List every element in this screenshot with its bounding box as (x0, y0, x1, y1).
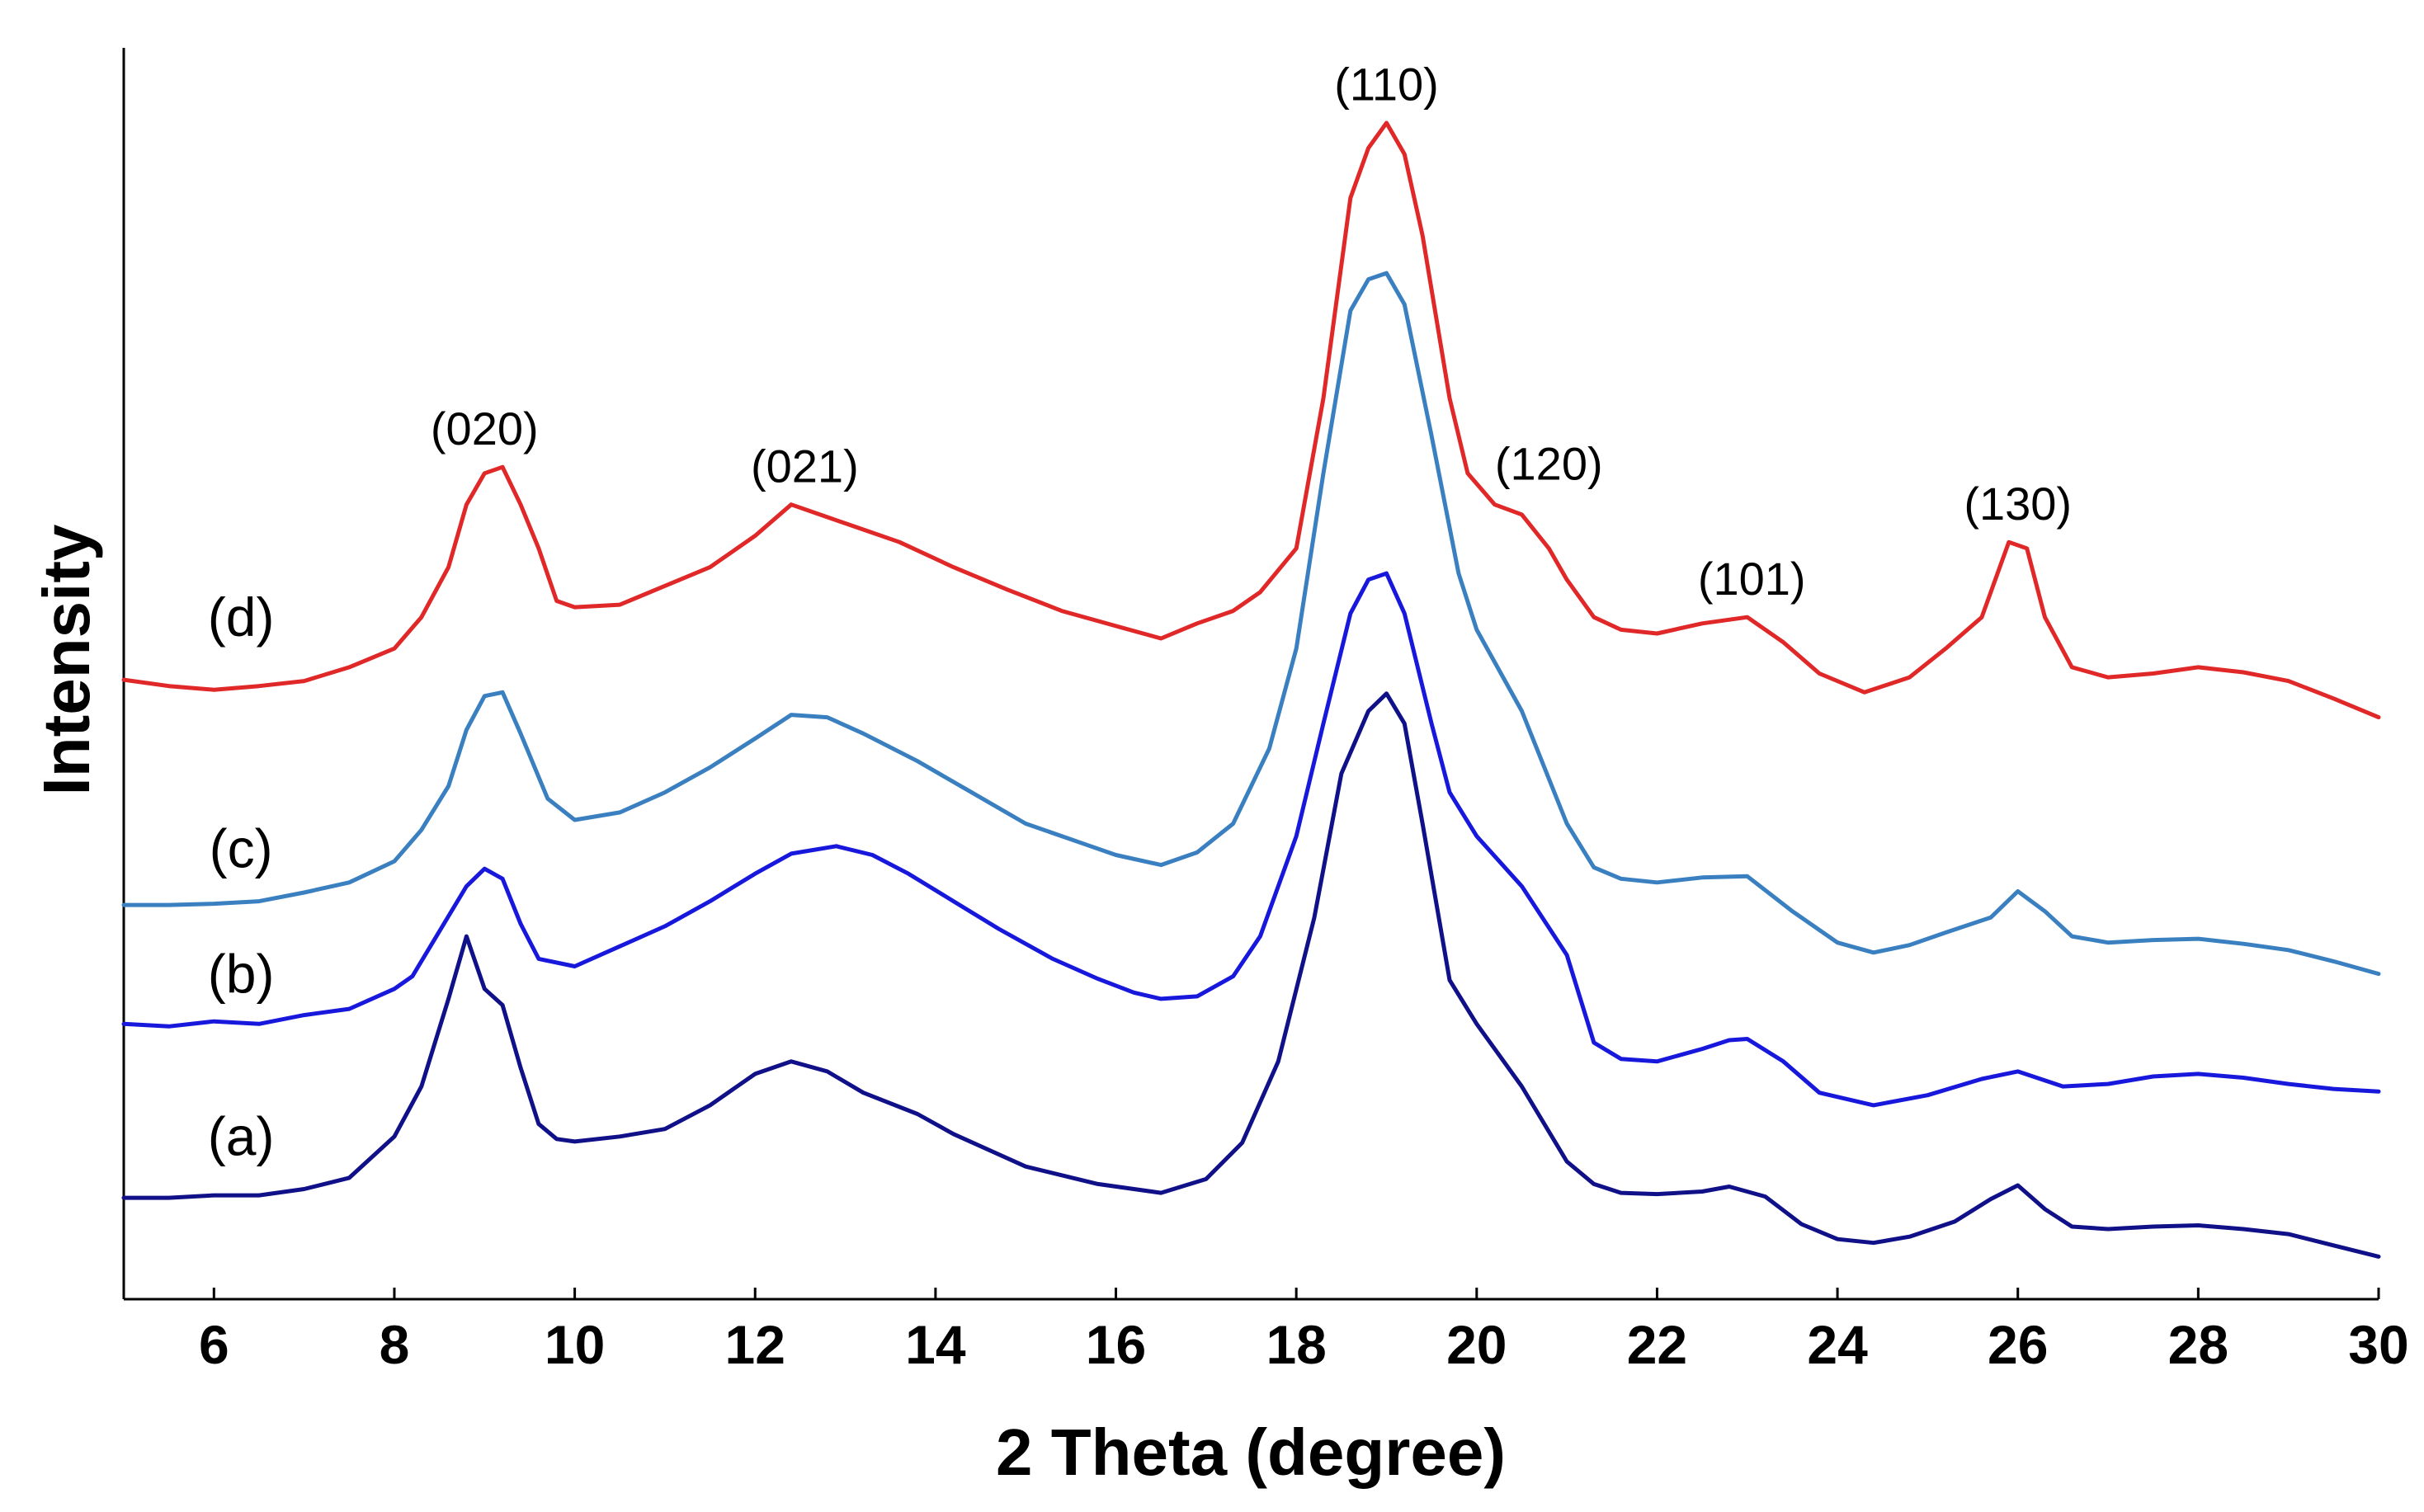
series-group (121, 120, 2381, 1259)
x-tick-label: 22 (1627, 1314, 1687, 1375)
plot-area: 6 8 10 12 14 16 18 20 22 24 26 28 30 (a) (b) (c) (d) (0… (121, 48, 2409, 1375)
series-line (121, 571, 2381, 1108)
x-axis-title: 2 Theta (degree) (996, 1415, 1506, 1489)
series-line (121, 271, 2381, 977)
series-line (121, 691, 2381, 1259)
x-tick-label: 8 (380, 1314, 410, 1375)
peak-labels: (020) (021) (110) (120) (101) (130) (431, 59, 2072, 605)
x-tick-label: 28 (2168, 1314, 2228, 1375)
peak-label: (110) (1334, 59, 1439, 111)
x-tick-label: 24 (1807, 1314, 1868, 1375)
series-label: (c) (210, 818, 273, 879)
x-tick-label: 20 (1446, 1314, 1507, 1375)
peak-label: (021) (751, 440, 859, 492)
series-label: (a) (208, 1106, 275, 1167)
x-tick-label: 10 (545, 1314, 605, 1375)
series-label: (b) (208, 943, 275, 1004)
series-line (121, 120, 2381, 720)
x-tick-label: 16 (1086, 1314, 1146, 1375)
series-labels: (a) (b) (c) (d) (208, 586, 275, 1167)
x-tick-label: 6 (199, 1314, 229, 1375)
y-axis-title: Intensity (30, 524, 103, 795)
x-ticks: 6 8 10 12 14 16 18 20 22 24 26 28 30 (199, 1288, 2409, 1375)
x-tick-label: 18 (1266, 1314, 1326, 1375)
x-tick-label: 30 (2348, 1314, 2408, 1375)
x-tick-label: 12 (725, 1314, 785, 1375)
peak-label: (020) (431, 403, 539, 455)
peak-label: (120) (1495, 437, 1603, 489)
series-label: (d) (208, 586, 275, 648)
peak-label: (101) (1698, 553, 1806, 605)
x-tick-label: 26 (1988, 1314, 2048, 1375)
x-tick-label: 14 (905, 1314, 966, 1375)
peak-label: (130) (1964, 478, 2072, 530)
